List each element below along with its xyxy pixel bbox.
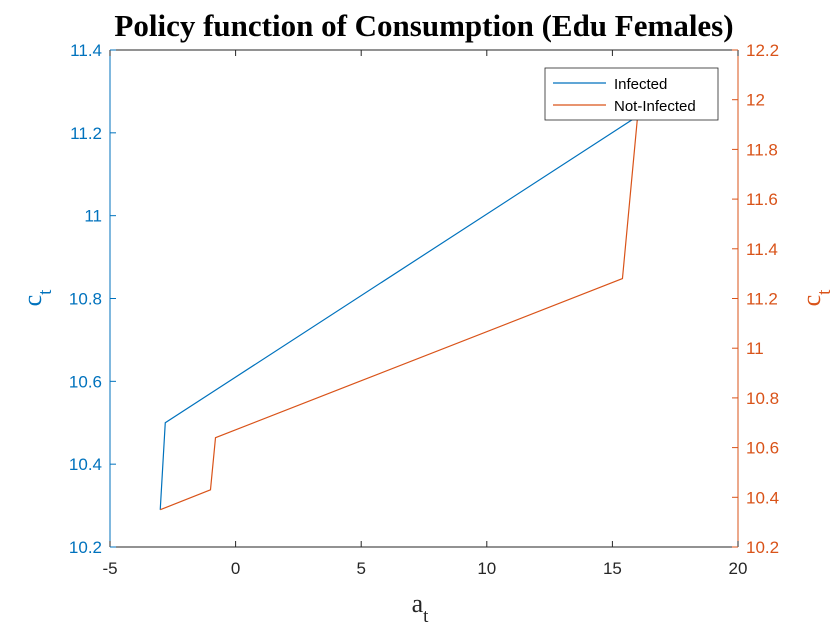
right-y-tick-label: 12.2 bbox=[746, 41, 779, 60]
x-tick-label: 20 bbox=[729, 559, 748, 578]
right-y-tick-label: 10.2 bbox=[746, 538, 779, 557]
chart-title: Policy function of Consumption (Edu Fema… bbox=[114, 8, 733, 43]
left-y-axis-label-subscript: t bbox=[35, 289, 56, 295]
left-y-tick-label: 10.6 bbox=[69, 372, 102, 391]
left-y-tick-label: 10.4 bbox=[69, 455, 102, 474]
right-y-tick-label: 11.2 bbox=[746, 290, 778, 309]
left-y-tick-label: 11 bbox=[84, 207, 102, 226]
series-lines bbox=[159, 115, 639, 511]
right-y-tick-label: 12 bbox=[746, 91, 765, 110]
legend-label-infected: Infected bbox=[614, 76, 667, 93]
left-y-axis-ticks: 10.2 10.4 10.6 10.8 11 11.2 11.4 bbox=[69, 41, 116, 557]
right-y-tick-label: 11.4 bbox=[746, 240, 778, 259]
right-y-tick-label: 10.6 bbox=[746, 439, 779, 458]
x-tick-label: 0 bbox=[231, 559, 240, 578]
right-y-tick-label: 11 bbox=[746, 339, 764, 358]
left-y-tick-label: 10.8 bbox=[69, 290, 102, 309]
x-axis-label: at bbox=[412, 589, 430, 627]
x-axis-ticks: -5 0 5 10 15 20 bbox=[102, 50, 747, 578]
x-tick-label: 10 bbox=[477, 559, 496, 578]
left-y-tick-label: 10.2 bbox=[69, 538, 102, 557]
left-y-axis-label: ct bbox=[18, 289, 56, 307]
right-y-tick-label: 10.8 bbox=[746, 389, 779, 408]
legend-label-not-infected: Not-Infected bbox=[614, 98, 696, 115]
x-tick-label: 15 bbox=[603, 559, 622, 578]
x-tick-label: 5 bbox=[356, 559, 365, 578]
left-y-axis-label-main: c bbox=[18, 295, 47, 307]
legend-box bbox=[544, 67, 719, 121]
left-y-tick-label: 11.2 bbox=[70, 124, 102, 143]
right-y-axis-ticks: 10.2 10.4 10.6 10.8 11 11.2 11.4 11.6 11.8 12 12.2 bbox=[732, 41, 779, 557]
legend: Infected Not-Infected bbox=[544, 67, 719, 121]
x-axis-label-subscript: t bbox=[423, 606, 429, 627]
right-y-tick-label: 10.4 bbox=[746, 488, 779, 507]
right-y-axis-label: ct bbox=[797, 289, 835, 307]
right-y-axis-label-subscript: t bbox=[814, 289, 835, 295]
left-y-tick-label: 11.4 bbox=[70, 41, 102, 60]
right-y-tick-label: 11.8 bbox=[746, 140, 778, 159]
x-axis-label-main: a bbox=[412, 589, 424, 618]
right-y-tick-label: 11.6 bbox=[746, 190, 778, 209]
plot-area bbox=[110, 50, 738, 547]
x-tick-label: -5 bbox=[102, 559, 117, 578]
series-line-infected bbox=[159, 115, 638, 510]
right-y-axis-label-main: c bbox=[797, 295, 826, 307]
series-line-not-infected bbox=[160, 117, 639, 511]
